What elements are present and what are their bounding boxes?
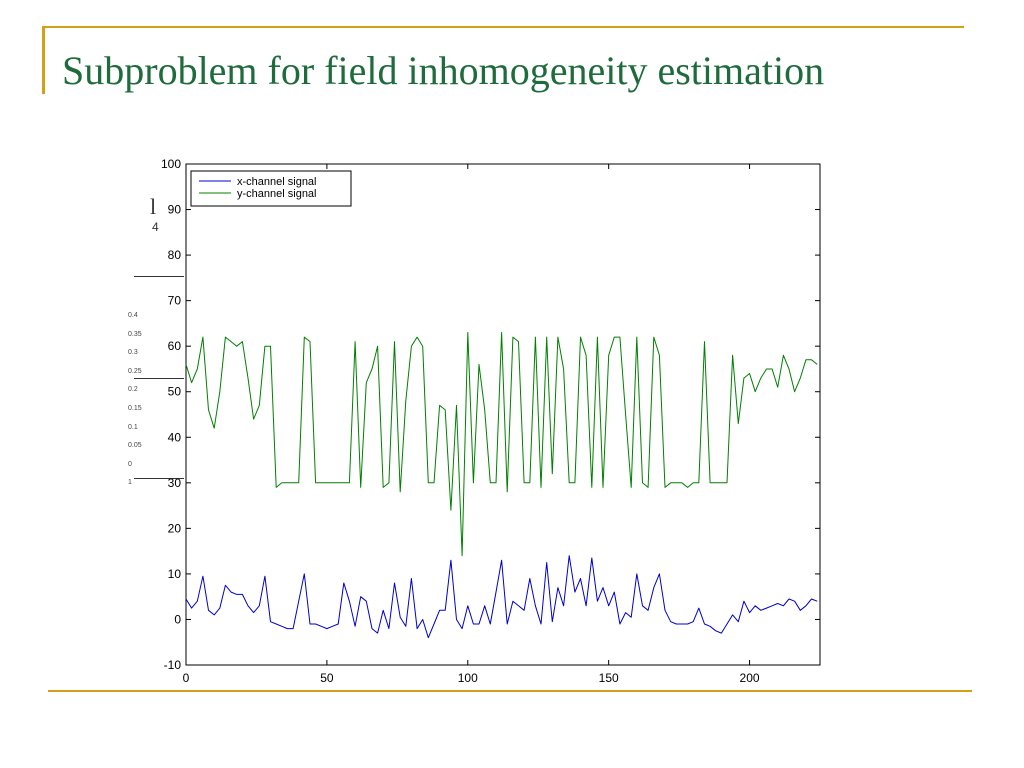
y-tick-label: 60 [168,339,182,353]
x-tick-label: 0 [183,671,190,685]
y-tick-label: 80 [168,248,182,262]
legend-box [190,170,352,207]
series-line-x-channel [185,555,818,639]
y-tick-label: 10 [168,567,182,581]
obscured-background-figure: l 4 0.4 0.35 0.3 0.25 0.2 0.15 0.1 0.05 0 1 [128,192,188,492]
obscured-divider [134,478,184,479]
y-tick-label: 70 [168,294,182,308]
series-line-y-channel [185,332,818,557]
obscured-text-fragment: l [150,194,157,219]
obscured-tick-label: 1 [128,479,132,487]
x-tick-label: 150 [599,671,619,685]
y-tick-label: 20 [168,521,182,535]
obscured-tick-label: 0.25 [128,367,142,375]
obscured-text-fragment: 4 [152,220,159,234]
obscured-tick-label: 0.4 [128,312,138,319]
x-tick-label: 100 [458,671,478,685]
left-accent-rule [42,26,45,94]
obscured-tick-label: 0.3 [128,349,138,357]
obscured-tick-label: 0.1 [128,423,138,431]
y-tick-label: 90 [168,203,182,217]
plot-area [185,163,821,666]
x-tick-label: 200 [740,671,760,685]
y-tick-label: 50 [168,385,182,399]
obscured-tick-label: 0.05 [128,442,142,450]
y-tick-label: 0 [174,612,181,626]
legend-label: y-channel signal [237,188,317,200]
obscured-tick-label: 0.15 [128,405,142,412]
top-accent-rule [42,26,964,28]
legend-label: x-channel signal [237,176,317,188]
obscured-tick-label: 0 [128,460,132,468]
bottom-accent-rule [48,690,972,692]
y-tick-label: 40 [168,430,182,444]
y-tick-label: -10 [164,658,182,672]
obscured-divider [134,378,184,379]
obscured-divider [134,276,184,277]
y-tick-label: 100 [161,157,181,171]
obscured-tick-label: 0.2 [128,386,138,394]
y-tick-label: 30 [168,476,182,490]
x-tick-label: 50 [320,671,334,685]
slide-title: Subproblem for field inhomogeneity estim… [62,48,825,93]
obscured-tick-label: 0.35 [128,330,142,338]
